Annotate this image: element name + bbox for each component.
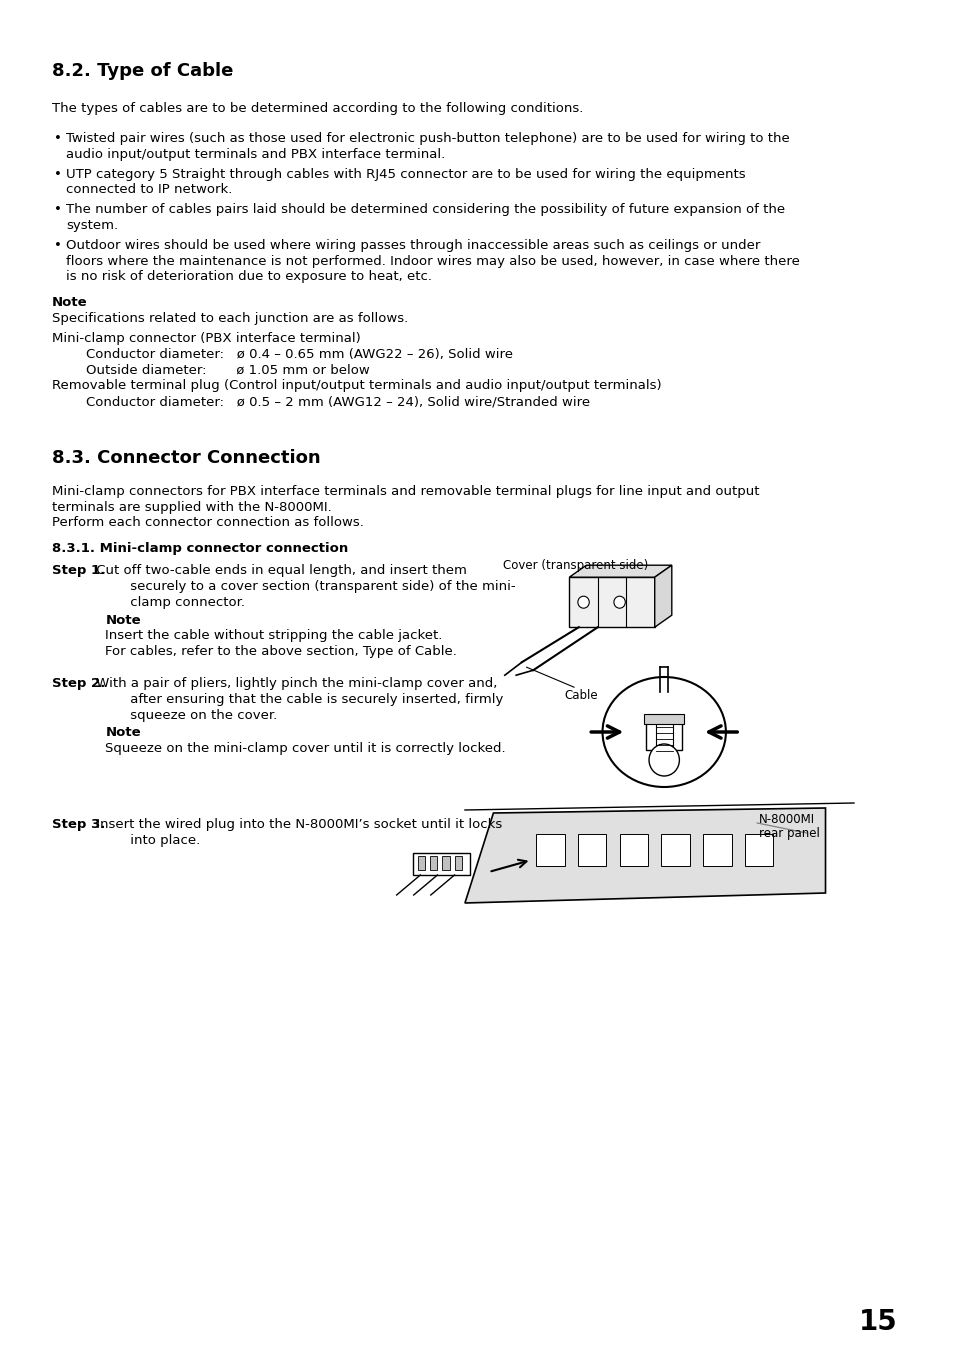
Text: Cut off two-cable ends in equal length, and insert them: Cut off two-cable ends in equal length, … bbox=[91, 564, 466, 578]
Text: Twisted pair wires (such as those used for electronic push-button telephone) are: Twisted pair wires (such as those used f… bbox=[67, 132, 789, 144]
Bar bbox=[643, 714, 683, 724]
Text: rear panel: rear panel bbox=[759, 828, 820, 840]
Bar bbox=[413, 853, 469, 875]
Text: audio input/output terminals and PBX interface terminal.: audio input/output terminals and PBX int… bbox=[67, 147, 445, 161]
Bar bbox=[454, 856, 461, 869]
Bar bbox=[578, 834, 606, 865]
Text: 8.3.1. Mini-clamp connector connection: 8.3.1. Mini-clamp connector connection bbox=[52, 543, 348, 555]
Text: •: • bbox=[54, 132, 62, 144]
Bar bbox=[645, 722, 681, 751]
Text: Cover (transparent side): Cover (transparent side) bbox=[502, 559, 647, 572]
Text: after ensuring that the cable is securely inserted, firmly: after ensuring that the cable is securel… bbox=[91, 693, 503, 706]
Text: securely to a cover section (transparent side) of the mini-: securely to a cover section (transparent… bbox=[91, 580, 516, 593]
Text: Conductor diameter:   ø 0.4 – 0.65 mm (AWG22 – 26), Solid wire: Conductor diameter: ø 0.4 – 0.65 mm (AWG… bbox=[52, 347, 513, 360]
Text: Mini-clamp connectors for PBX interface terminals and removable terminal plugs f: Mini-clamp connectors for PBX interface … bbox=[52, 485, 759, 498]
Text: Step 2.: Step 2. bbox=[52, 676, 106, 690]
Text: Squeeze on the mini-clamp cover until it is correctly locked.: Squeeze on the mini-clamp cover until it… bbox=[105, 743, 505, 755]
Text: Outside diameter:       ø 1.05 mm or below: Outside diameter: ø 1.05 mm or below bbox=[52, 363, 370, 377]
Text: Step 1.: Step 1. bbox=[52, 564, 106, 578]
Text: UTP category 5 Straight through cables with RJ45 connector are to be used for wi: UTP category 5 Straight through cables w… bbox=[67, 167, 745, 181]
Text: into place.: into place. bbox=[91, 834, 200, 846]
Text: Step 3.: Step 3. bbox=[52, 818, 106, 832]
Bar bbox=[744, 834, 773, 865]
Bar bbox=[536, 834, 564, 865]
Text: Conductor diameter:   ø 0.5 – 2 mm (AWG12 – 24), Solid wire/Stranded wire: Conductor diameter: ø 0.5 – 2 mm (AWG12 … bbox=[52, 396, 590, 408]
Text: Note: Note bbox=[52, 296, 88, 309]
Circle shape bbox=[648, 744, 679, 776]
Text: Perform each connector connection as follows.: Perform each connector connection as fol… bbox=[52, 517, 364, 529]
Bar bbox=[655, 722, 672, 757]
Text: Note: Note bbox=[105, 614, 141, 626]
Text: is no risk of deterioration due to exposure to heat, etc.: is no risk of deterioration due to expos… bbox=[67, 270, 432, 284]
Polygon shape bbox=[569, 566, 671, 578]
Text: clamp connector.: clamp connector. bbox=[91, 595, 245, 609]
Text: •: • bbox=[54, 204, 62, 216]
Text: squeeze on the cover.: squeeze on the cover. bbox=[91, 709, 277, 722]
Text: connected to IP network.: connected to IP network. bbox=[67, 184, 233, 196]
Text: N-8000MI: N-8000MI bbox=[759, 813, 815, 826]
Ellipse shape bbox=[602, 676, 725, 787]
Text: floors where the maintenance is not performed. Indoor wires may also be used, ho: floors where the maintenance is not perf… bbox=[67, 255, 800, 267]
Polygon shape bbox=[464, 809, 824, 903]
Circle shape bbox=[614, 597, 624, 609]
Text: The number of cables pairs laid should be determined considering the possibility: The number of cables pairs laid should b… bbox=[67, 204, 784, 216]
Bar bbox=[569, 578, 654, 628]
Text: Mini-clamp connector (PBX interface terminal): Mini-clamp connector (PBX interface term… bbox=[52, 332, 360, 344]
Text: For cables, refer to the above section, Type of Cable.: For cables, refer to the above section, … bbox=[105, 645, 456, 659]
Text: Outdoor wires should be used where wiring passes through inaccessible areas such: Outdoor wires should be used where wirin… bbox=[67, 239, 760, 252]
Polygon shape bbox=[654, 566, 671, 628]
Text: Insert the cable without stripping the cable jacket.: Insert the cable without stripping the c… bbox=[105, 629, 442, 643]
Circle shape bbox=[578, 597, 589, 609]
Bar bbox=[441, 856, 449, 869]
Bar bbox=[430, 856, 437, 869]
Text: Note: Note bbox=[105, 726, 141, 740]
Text: •: • bbox=[54, 239, 62, 252]
Text: 8.3. Connector Connection: 8.3. Connector Connection bbox=[52, 448, 320, 467]
Text: terminals are supplied with the N-8000MI.: terminals are supplied with the N-8000MI… bbox=[52, 501, 332, 513]
Text: Insert the wired plug into the N-8000MI’s socket until it locks: Insert the wired plug into the N-8000MI’… bbox=[91, 818, 502, 832]
Bar bbox=[417, 856, 425, 869]
Text: Specifications related to each junction are as follows.: Specifications related to each junction … bbox=[52, 312, 408, 325]
Bar bbox=[660, 834, 689, 865]
Text: With a pair of pliers, lightly pinch the mini-clamp cover and,: With a pair of pliers, lightly pinch the… bbox=[91, 676, 497, 690]
Text: 15: 15 bbox=[858, 1308, 897, 1336]
Text: The types of cables are to be determined according to the following conditions.: The types of cables are to be determined… bbox=[52, 103, 583, 115]
Text: system.: system. bbox=[67, 219, 118, 232]
Text: Removable terminal plug (Control input/output terminals and audio input/output t: Removable terminal plug (Control input/o… bbox=[52, 379, 661, 393]
Bar bbox=[618, 834, 647, 865]
Text: •: • bbox=[54, 167, 62, 181]
Text: Cable: Cable bbox=[564, 690, 598, 702]
Bar bbox=[702, 834, 731, 865]
Text: 8.2. Type of Cable: 8.2. Type of Cable bbox=[52, 62, 233, 80]
